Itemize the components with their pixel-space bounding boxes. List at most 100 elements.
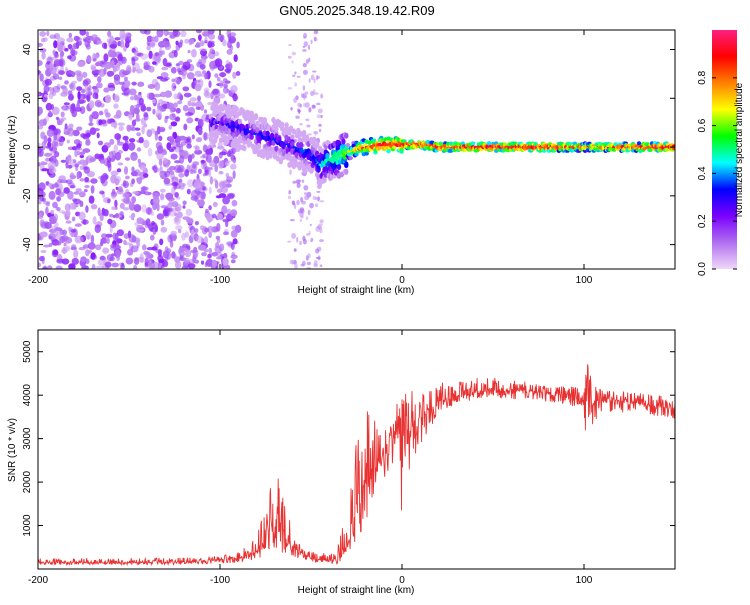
y-tick-label: 3000 (22, 427, 33, 450)
noise-blob (205, 258, 214, 267)
noise-blob (78, 211, 86, 221)
noise-blob (91, 111, 99, 120)
noise-blob (82, 219, 87, 225)
noise-blob (185, 208, 193, 216)
carrier-core (410, 143, 413, 146)
carrier-cell (377, 145, 382, 150)
noise-blob (194, 221, 199, 226)
noise-blob (114, 151, 122, 161)
noise-blob (307, 253, 311, 259)
carrier-cell (227, 134, 232, 141)
noise-blob (183, 257, 190, 264)
noise-blob (302, 85, 306, 91)
noise-blob (62, 86, 68, 95)
noise-blob (230, 153, 235, 162)
carrier-cell (344, 162, 349, 169)
noise-blob (94, 100, 102, 107)
noise-blob (44, 78, 53, 86)
noise-blob (80, 133, 87, 138)
y-tick-label: -20 (22, 188, 33, 203)
noise-blob (159, 193, 165, 201)
noise-blob (207, 253, 212, 259)
noise-blob (46, 30, 50, 36)
noise-blob (117, 186, 123, 193)
noise-blob (156, 108, 162, 117)
noise-blob (179, 70, 188, 76)
noise-blob (163, 157, 168, 164)
noise-blob (308, 107, 312, 113)
noise-blob (126, 124, 132, 132)
noise-blob (143, 139, 150, 149)
noise-blob (87, 91, 93, 96)
noise-blob (131, 196, 137, 204)
noise-blob (82, 80, 89, 87)
noise-blob (64, 203, 71, 212)
noise-blob (156, 125, 161, 135)
noise-blob (296, 182, 301, 188)
noise-blob (304, 102, 310, 108)
noise-blob (118, 262, 122, 266)
noise-blob (309, 202, 314, 209)
noise-blob (194, 145, 200, 152)
noise-blob (133, 107, 140, 115)
noise-blob (232, 170, 236, 179)
noise-blob (292, 200, 295, 206)
noise-blob (294, 82, 298, 87)
noise-blob (204, 227, 210, 233)
noise-blob (90, 37, 96, 42)
noise-blob (41, 51, 46, 60)
noise-blob (69, 174, 77, 180)
noise-blob (182, 86, 190, 92)
noise-blob (218, 93, 226, 99)
noise-blob (44, 94, 48, 98)
noise-blob (204, 109, 207, 114)
noise-blob (74, 163, 80, 168)
noise-blob (68, 226, 72, 232)
noise-blob (90, 178, 98, 184)
noise-blob (204, 73, 208, 80)
noise-blob (124, 76, 128, 81)
noise-blob (208, 232, 212, 238)
noise-blob (197, 199, 205, 207)
spectrogram-cells (38, 30, 675, 269)
noise-blob (76, 150, 80, 156)
noise-blob (200, 159, 206, 163)
noise-blob (229, 32, 237, 37)
noise-blob (224, 68, 232, 73)
noise-blob (310, 39, 313, 45)
noise-blob (313, 259, 318, 266)
noise-blob (317, 108, 323, 114)
noise-blob (303, 41, 308, 47)
noise-blob (230, 230, 238, 238)
noise-blob (38, 70, 42, 74)
noise-blob (302, 63, 307, 68)
noise-blob (90, 234, 95, 244)
noise-blob (105, 112, 111, 118)
noise-blob (57, 37, 65, 44)
noise-blob (131, 57, 136, 66)
noise-blob (104, 62, 108, 71)
noise-blob (101, 233, 108, 240)
noise-blob (216, 213, 223, 220)
noise-blob (233, 54, 238, 62)
carrier-cell (341, 142, 346, 149)
noise-blob (38, 262, 42, 268)
carrier-core (586, 145, 589, 149)
noise-blob (99, 190, 105, 195)
noise-blob (40, 161, 48, 166)
noise-blob (117, 162, 124, 166)
noise-blob (79, 154, 85, 159)
noise-blob (62, 229, 67, 236)
noise-blob (131, 119, 137, 127)
noise-blob (168, 51, 176, 59)
noise-blob (287, 55, 292, 59)
noise-blob (122, 192, 130, 199)
noise-blob (56, 258, 64, 264)
x-tick-label: -100 (210, 575, 230, 586)
noise-blob (82, 71, 88, 78)
noise-blob (293, 248, 297, 252)
noise-blob (80, 88, 86, 94)
noise-blob (80, 256, 87, 263)
noise-blob (124, 157, 131, 161)
noise-blob (39, 73, 44, 82)
